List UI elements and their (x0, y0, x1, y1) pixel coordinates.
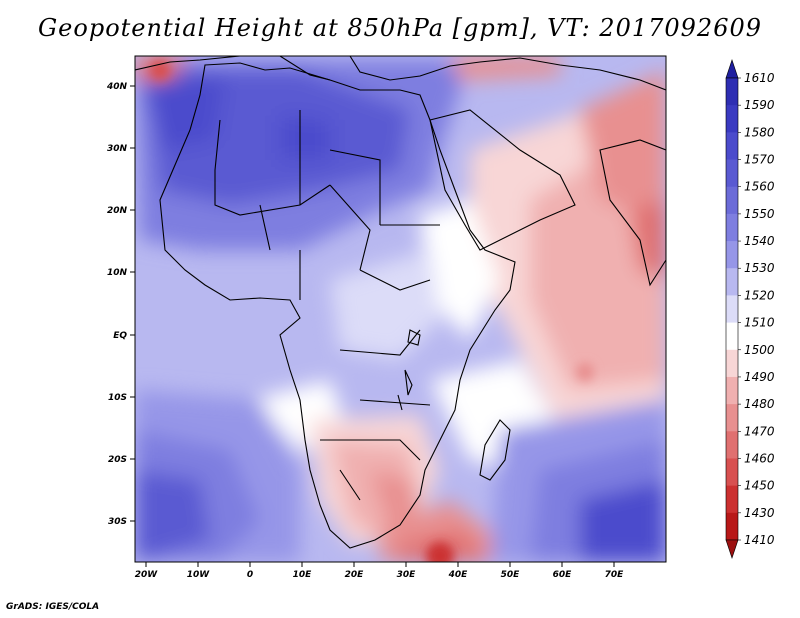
colorbar-swatch (726, 458, 738, 487)
colorbar-label: 1480 (744, 397, 775, 411)
colorbar-swatch (726, 485, 738, 514)
colorbar-label: 1430 (744, 506, 775, 520)
colorbar-swatch (726, 78, 738, 106)
map-title: Geopotential Height at 850hPa [gpm], VT:… (38, 14, 762, 42)
colorbar-swatch (726, 322, 738, 351)
colorbar-swatch (726, 295, 738, 324)
colorbar-label: 1470 (744, 424, 775, 438)
colorbar-label: 1560 (744, 180, 775, 194)
lat-tick-label: 10N (107, 268, 128, 278)
height-field (135, 56, 666, 562)
colorbar-label: 1590 (744, 98, 775, 112)
colorbar-label: 1520 (744, 288, 775, 302)
lat-tick-label: EQ (113, 331, 127, 341)
lon-tick-label: 40E (448, 570, 469, 580)
lon-tick-label: 30E (397, 570, 417, 580)
colorbar-swatch (726, 159, 738, 188)
colorbar-label: 1450 (744, 479, 775, 493)
grads-credit: GrADS: IGES/COLA (6, 602, 100, 612)
lon-tick-label: 20W (135, 570, 159, 580)
colorbar-swatch (726, 376, 738, 405)
lat-tick-label: 20S (108, 455, 127, 465)
colorbar-swatch (726, 213, 738, 242)
coastlines (135, 56, 666, 549)
colorbar-swatch (726, 512, 738, 541)
lat-tick-label: 30S (108, 517, 127, 527)
colorbar-label: 1610 (744, 71, 775, 85)
colorbar-label: 1580 (744, 125, 775, 139)
lat-tick-label: 30N (107, 144, 128, 154)
colorbar-swatch (726, 132, 738, 161)
lon-tick-label: 70E (605, 570, 625, 580)
colorbar-bottom-arrow (725, 539, 739, 559)
colorbar-label: 1510 (744, 316, 775, 330)
lon-tick-label: 60E (553, 570, 573, 580)
colorbar-swatch (726, 105, 738, 133)
map-frame (134, 55, 667, 563)
lat-tick-label: 40N (106, 82, 128, 92)
colorbar-label: 1490 (744, 370, 775, 384)
colorbar-swatch (726, 268, 738, 296)
lon-tick-label: 10W (187, 570, 211, 580)
colorbar-label: 1530 (744, 261, 775, 275)
colorbar-top-arrow (725, 59, 739, 79)
lat-tick-label: 20N (107, 206, 128, 216)
colorbar-label: 1550 (744, 207, 775, 221)
colorbar-swatch (726, 349, 738, 378)
lon-tick-label: 50E (501, 570, 521, 580)
colorbar-label: 1460 (744, 451, 775, 465)
lat-ticks: 40N 30N 20N 10N EQ 10S 20S 30S (106, 82, 135, 527)
colorbar-label: 1410 (744, 533, 775, 547)
colorbar-swatch (726, 431, 738, 459)
colorbar-label: 1540 (744, 234, 775, 248)
colorbar-label: 1500 (744, 343, 775, 357)
colorbar-label: 1570 (744, 153, 775, 167)
lon-tick-label: 0 (247, 570, 253, 580)
lat-tick-label: 10S (108, 393, 127, 403)
lon-ticks: 20W 10W 0 10E 20E 30E 40E 50E 60E 70E (135, 562, 624, 580)
colorbar-swatch (726, 186, 738, 215)
colorbar-swatch (726, 241, 738, 269)
lon-tick-label: 10E (293, 570, 313, 580)
colorbar: 1610 1590 1580 1570 1560 1550 1540 1530 1520 1510… (725, 59, 775, 559)
colorbar-swatch (726, 404, 738, 432)
lon-tick-label: 20E (345, 570, 365, 580)
